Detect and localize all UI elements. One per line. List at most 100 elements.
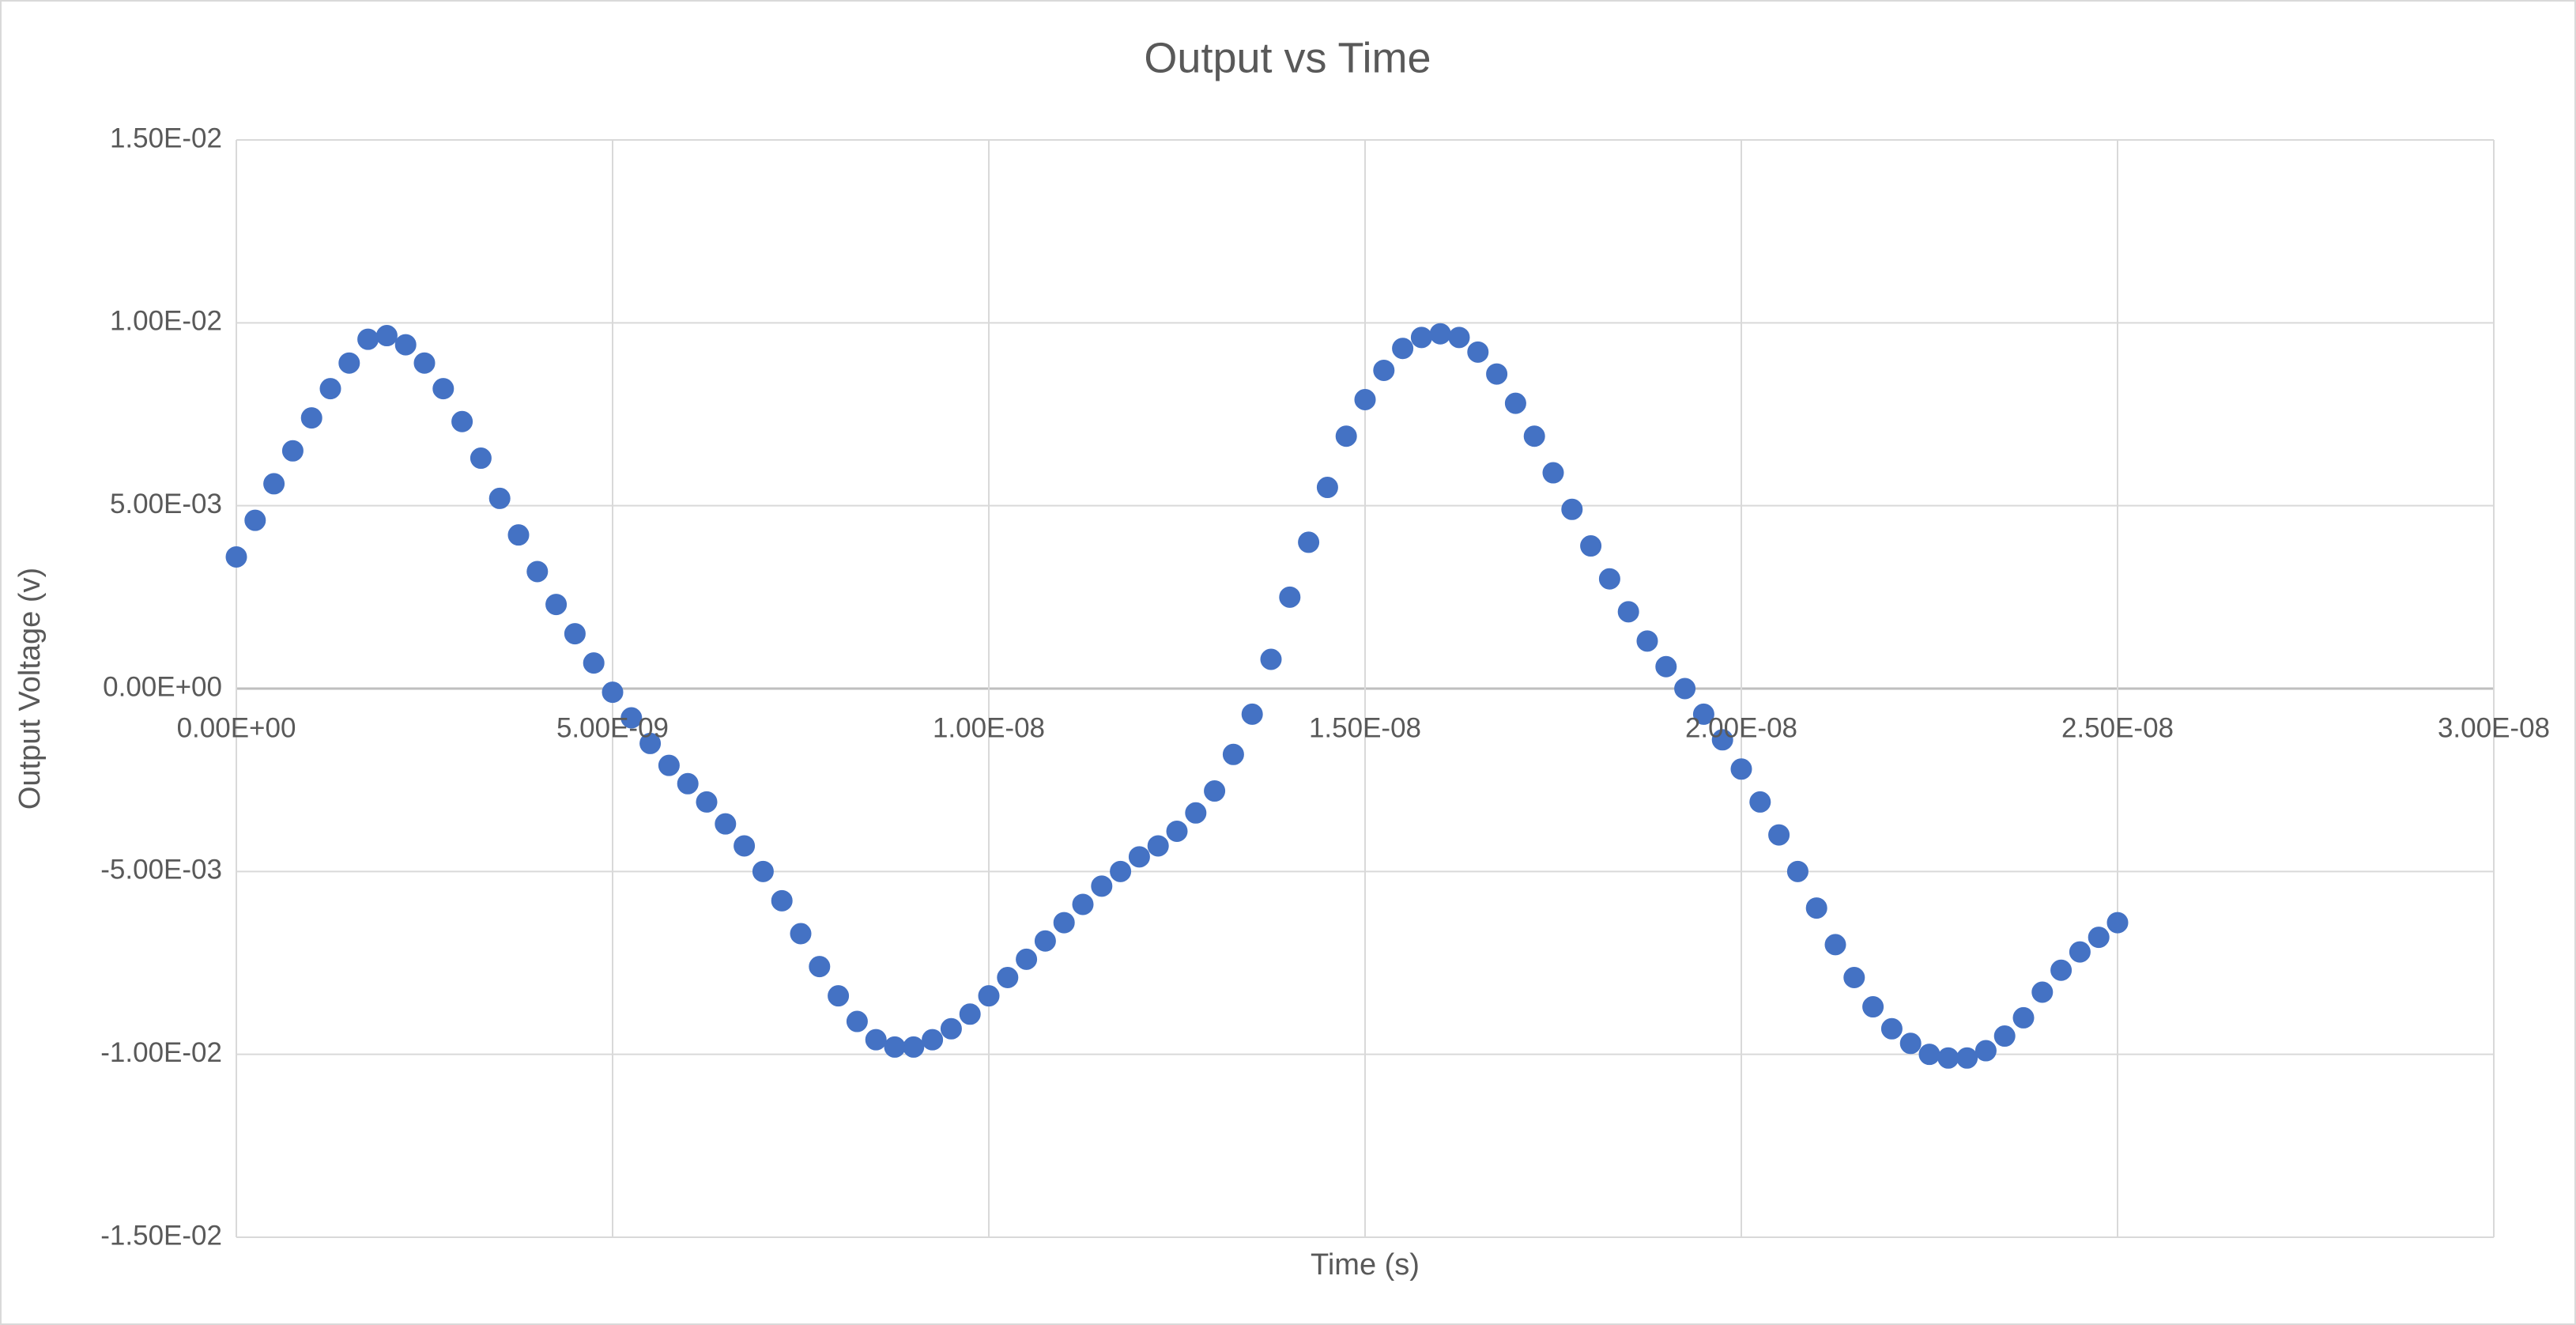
- data-point: [244, 509, 266, 531]
- data-point: [2031, 981, 2054, 1003]
- data-point: [583, 652, 605, 674]
- data-point: [451, 410, 473, 432]
- data-point: [1749, 791, 1771, 813]
- data-point: [1392, 338, 1414, 360]
- x-tick-label: 3.00E-08: [2438, 712, 2550, 743]
- data-point: [507, 524, 530, 546]
- data-point: [734, 835, 756, 857]
- data-point: [677, 772, 699, 795]
- data-point: [1222, 743, 1244, 765]
- data-point: [2050, 959, 2072, 981]
- data-point: [922, 1029, 944, 1051]
- data-point: [865, 1029, 887, 1051]
- data-point: [2069, 941, 2091, 963]
- data-point: [959, 1003, 981, 1025]
- data-point: [1410, 327, 1432, 349]
- data-point: [752, 860, 774, 882]
- data-point: [1768, 824, 1790, 846]
- data-point: [1204, 780, 1226, 802]
- data-point: [658, 754, 680, 776]
- data-point: [263, 473, 285, 495]
- data-point: [1429, 323, 1451, 345]
- data-point: [1166, 820, 1188, 842]
- data-point: [1918, 1044, 1940, 1066]
- data-point: [1843, 967, 1865, 989]
- data-point: [602, 681, 624, 704]
- data-point: [1636, 630, 1658, 652]
- labels: -1.50E-02 -1.00E-02 -5.00E-03 0.00E+00 5.00E…: [100, 123, 2550, 1251]
- data-point: [997, 967, 1019, 989]
- y-tick-label: 5.00E-03: [110, 489, 222, 519]
- data-point: [545, 594, 568, 616]
- data-point: [394, 334, 417, 356]
- data-point: [225, 545, 247, 568]
- data-point: [846, 1010, 868, 1032]
- data-point: [1504, 392, 1526, 414]
- data-point: [1335, 425, 1357, 447]
- data-point: [809, 956, 831, 978]
- data-point: [2088, 927, 2110, 949]
- data-point: [300, 407, 322, 429]
- y-tick-label: -5.00E-03: [100, 855, 222, 885]
- data-point: [488, 487, 511, 509]
- data-point: [1354, 388, 1376, 410]
- data-point: [1899, 1032, 1922, 1055]
- data-point: [1185, 802, 1207, 824]
- data-point: [1862, 996, 1884, 1018]
- data-point: [1580, 535, 1602, 557]
- data-point: [319, 378, 341, 400]
- x-axis-title: Time (s): [1311, 1248, 1420, 1282]
- y-tick-label: -1.50E-02: [100, 1220, 222, 1251]
- data-point: [1034, 930, 1056, 952]
- data-point: [978, 985, 1000, 1007]
- data-point: [375, 325, 398, 347]
- data-point: [940, 1017, 962, 1040]
- data-point: [1617, 601, 1639, 623]
- x-tick-label: 1.50E-08: [1309, 712, 1421, 743]
- data-point: [1674, 678, 1696, 700]
- data-point: [432, 378, 454, 400]
- chart-title: Output vs Time: [1144, 34, 1431, 81]
- data-point: [564, 623, 586, 645]
- data-point: [771, 889, 793, 912]
- y-tick-label: -1.00E-02: [100, 1037, 222, 1068]
- data-point: [1241, 703, 1263, 725]
- data-point: [1805, 897, 1827, 919]
- data-point: [1316, 477, 1338, 499]
- plot-area: [225, 323, 2129, 1069]
- data-point: [1523, 425, 1545, 447]
- x-tick-label: 2.50E-08: [2061, 712, 2174, 743]
- data-point: [1786, 860, 1808, 882]
- data-point: [1091, 875, 1113, 897]
- data-point: [620, 707, 643, 729]
- y-tick-label: 1.00E-02: [110, 306, 222, 337]
- data-point: [828, 985, 850, 1007]
- data-point: [413, 352, 436, 374]
- data-point: [2106, 912, 2129, 934]
- data-point: [1974, 1040, 1997, 1062]
- data-point: [884, 1036, 906, 1058]
- data-point: [1542, 462, 1564, 484]
- data-point: [1467, 341, 1489, 363]
- data-point: [526, 561, 549, 583]
- data-point: [281, 440, 304, 462]
- data-point: [715, 813, 737, 835]
- data-point: [639, 732, 662, 754]
- data-point: [2012, 1006, 2035, 1029]
- data-point: [338, 352, 360, 374]
- data-point: [1279, 586, 1301, 608]
- data-point: [1993, 1025, 2016, 1048]
- data-point: [903, 1036, 925, 1058]
- data-point: [1373, 359, 1395, 381]
- data-point: [1072, 893, 1094, 915]
- data-point: [1598, 568, 1620, 590]
- data-point: [1880, 1017, 1903, 1040]
- data-point: [1561, 498, 1583, 520]
- data-point: [1053, 912, 1075, 934]
- grid: [236, 139, 2495, 1238]
- data-point: [790, 923, 812, 945]
- x-tick-label: 0.00E+00: [177, 712, 296, 743]
- data-point: [1147, 835, 1169, 857]
